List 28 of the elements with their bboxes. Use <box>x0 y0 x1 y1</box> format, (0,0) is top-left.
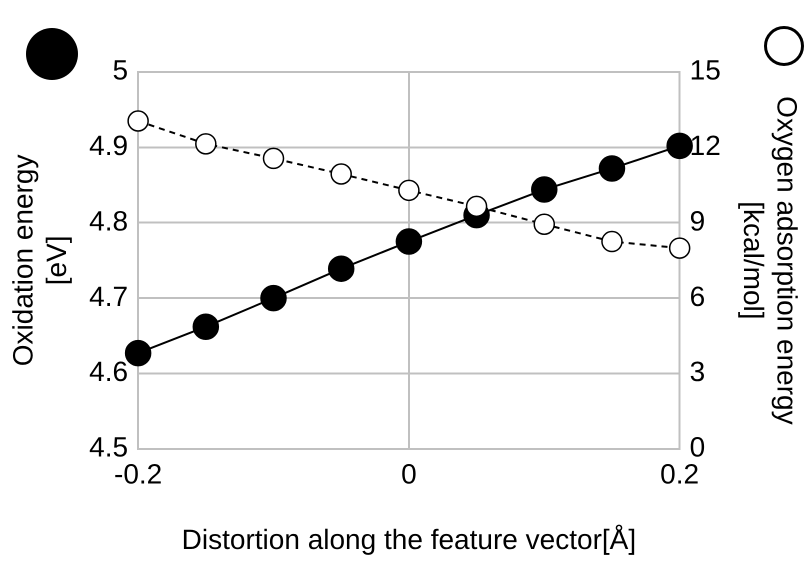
point <box>666 132 693 160</box>
y-axis-title: Oxidation energy [eV] <box>8 154 72 366</box>
y2-tick-label: 6 <box>690 280 706 312</box>
point <box>396 228 422 255</box>
x-axis-title: Distortion along the feature vector[Å] <box>182 524 636 555</box>
y-tick-label: 4.9 <box>89 130 128 162</box>
point <box>668 237 690 259</box>
point <box>598 155 626 182</box>
point <box>328 255 354 282</box>
point <box>466 196 488 218</box>
point <box>195 133 217 155</box>
y2-tick-label: 12 <box>690 130 721 162</box>
y2-tick-label: 9 <box>690 205 706 236</box>
y-tick-label: 5 <box>112 54 128 86</box>
x-tick-label: 0 <box>401 458 417 490</box>
point <box>262 148 284 170</box>
y2-tick-label: 3 <box>690 356 706 388</box>
point <box>192 313 220 340</box>
y-tick-label: 4.7 <box>89 280 128 312</box>
y2-tick-label: 15 <box>690 54 721 86</box>
y-tick-label: 4.6 <box>89 356 128 388</box>
point <box>260 284 287 312</box>
point <box>398 180 420 202</box>
point <box>127 110 149 132</box>
point <box>534 213 556 235</box>
point <box>531 176 558 203</box>
y-tick-label: 4.8 <box>89 205 128 236</box>
y2-axis-title: Oxygen adsorption energy [kcal/mol] <box>738 96 802 425</box>
